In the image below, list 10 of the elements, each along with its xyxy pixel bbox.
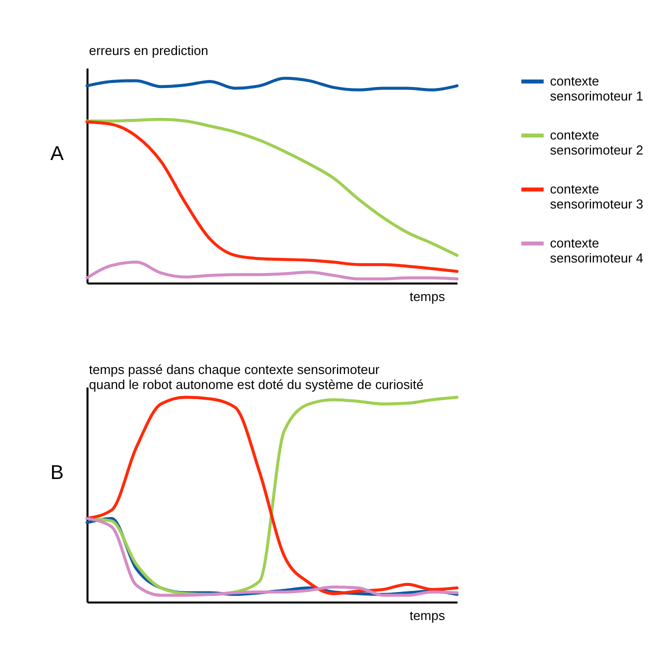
legend-label: contexte sensorimoteur 4 bbox=[550, 236, 644, 266]
y-axis-title: temps passé dans chaque contexte sensorimoteur quand le robot autonome est doté du système de curiosité bbox=[89, 362, 424, 392]
text: B bbox=[50, 462, 64, 484]
x-axis-title: temps bbox=[410, 289, 446, 304]
x-axis-title: temps bbox=[410, 608, 446, 623]
legend-label: contexte sensorimoteur 3 bbox=[550, 182, 644, 212]
legend-label: contexte sensorimoteur 2 bbox=[550, 128, 644, 158]
y-axis-title: erreurs en prediction bbox=[89, 43, 208, 58]
text: A bbox=[50, 143, 64, 165]
legend-label: contexte sensorimoteur 1 bbox=[550, 74, 644, 104]
